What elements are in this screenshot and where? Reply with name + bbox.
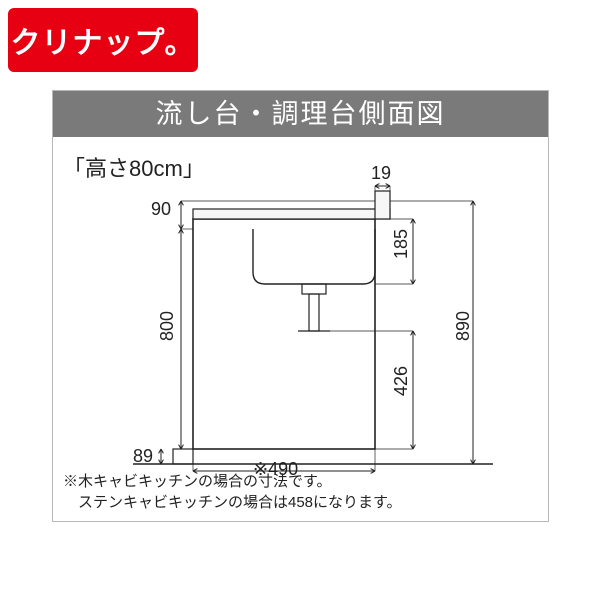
brand-logo: クリナップ。 [8, 8, 198, 72]
dim-185: 185 [391, 229, 412, 259]
footnote-line-2: ステンキャビキッチンの場合は458になります。 [63, 492, 402, 513]
side-view-diagram: 19 90 185 800 890 426 89 ※490 [53, 181, 548, 521]
diagram-title: 流し台・調理台側面図 [53, 91, 548, 137]
brand-logo-text: クリナップ。 [10, 18, 195, 62]
footnote: ※木キャビキッチンの場合の寸法です。 ステンキャビキッチンの場合は458になりま… [63, 471, 402, 513]
dim-19: 19 [371, 163, 391, 184]
dim-89: 89 [133, 446, 153, 467]
dim-890: 890 [453, 311, 474, 341]
height-label: 「高さ80cm」 [63, 151, 205, 183]
dim-426: 426 [391, 366, 412, 396]
diagram-frame: 流し台・調理台側面図 「高さ80cm」 19 90 185 800 890 42… [52, 90, 549, 522]
dim-90: 90 [151, 199, 171, 220]
footnote-line-1: ※木キャビキッチンの場合の寸法です。 [63, 471, 402, 492]
dim-800: 800 [157, 311, 178, 341]
